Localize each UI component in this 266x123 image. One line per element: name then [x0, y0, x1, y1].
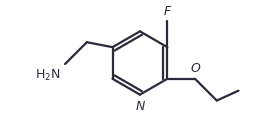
Text: F: F	[164, 5, 171, 17]
Text: O: O	[190, 62, 200, 75]
Text: N: N	[135, 100, 145, 113]
Text: H$_2$N: H$_2$N	[35, 68, 60, 83]
